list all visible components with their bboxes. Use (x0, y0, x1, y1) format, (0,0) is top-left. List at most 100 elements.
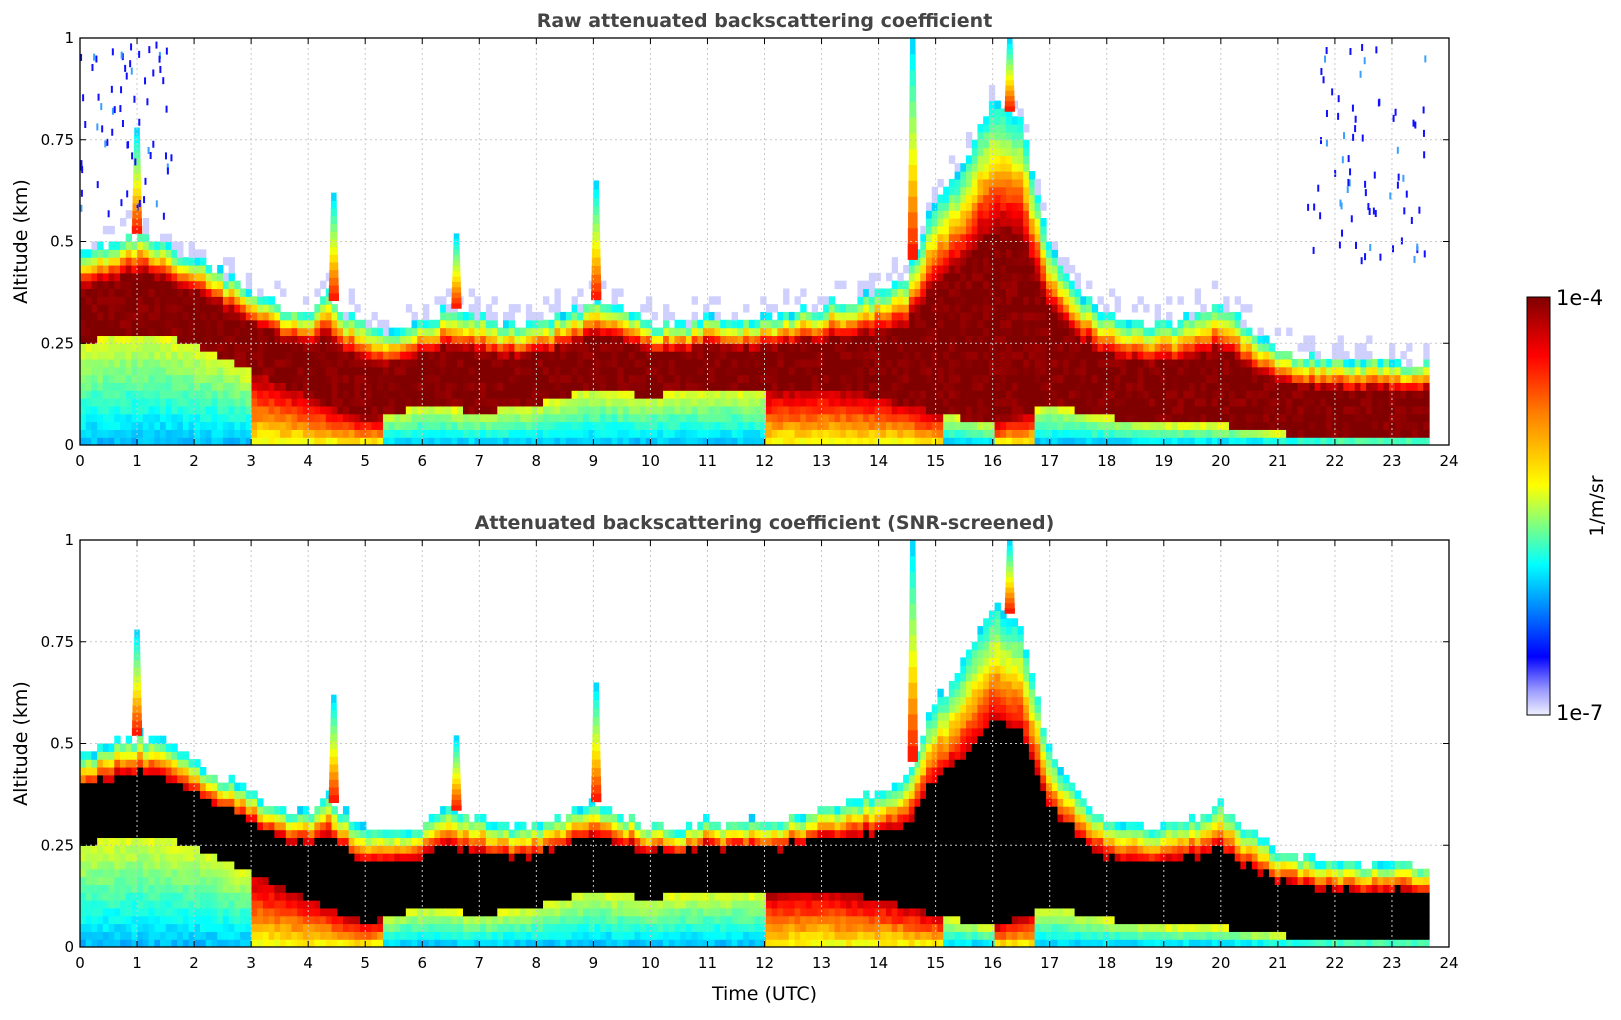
heatmap-cell (937, 288, 944, 297)
heatmap-cell (160, 311, 167, 321)
heatmap-cell (503, 311, 510, 321)
heatmap-cell (1228, 374, 1236, 383)
heatmap-cell (1148, 366, 1156, 376)
heatmap-cell (691, 335, 698, 344)
heatmap-cell (554, 288, 561, 297)
heatmap-cell (1183, 311, 1190, 321)
heatmap-cell (1166, 311, 1173, 321)
heatmap-cell (217, 304, 224, 313)
heatmap-cell (165, 335, 173, 344)
heatmap-cell (1200, 421, 1207, 430)
heatmap-cell (1160, 366, 1167, 376)
heatmap-cell (617, 390, 624, 399)
heatmap-cell (1194, 319, 1201, 329)
heatmap-cell (1349, 429, 1356, 438)
heatmap-cell (1006, 241, 1013, 250)
heatmap-cell (731, 358, 738, 368)
heatmap-cell (228, 358, 235, 368)
noise-speck (80, 204, 83, 212)
heatmap-cell (371, 421, 378, 430)
heatmap-cell (422, 351, 430, 360)
heatmap-cell (240, 351, 247, 360)
heatmap-cell (365, 398, 373, 407)
heatmap-cell (1086, 437, 1093, 445)
heatmap-cell (994, 233, 1001, 243)
heatmap-cell (1034, 218, 1041, 227)
heatmap-cell (1051, 311, 1059, 321)
heatmap-cell (931, 288, 939, 297)
heatmap-cell (1360, 366, 1367, 376)
heatmap-cell (548, 437, 556, 445)
heatmap-cell (285, 319, 293, 329)
heatmap-cell (1366, 413, 1373, 423)
heatmap-cell (160, 398, 167, 407)
heatmap-cell (851, 421, 859, 430)
noise-speck (1351, 104, 1354, 112)
heatmap-cell (120, 421, 127, 430)
plume-cell (1006, 48, 1013, 55)
heatmap-cell (777, 429, 784, 438)
heatmap-cell (1263, 437, 1270, 445)
plume-cell (329, 254, 339, 263)
heatmap-cell (525, 421, 533, 430)
heatmap-cell (908, 296, 916, 305)
noise-speck (1343, 132, 1346, 140)
heatmap-cell (885, 374, 893, 383)
heatmap-cell (285, 413, 293, 423)
heatmap-cell (628, 405, 636, 415)
heatmap-cell (1166, 405, 1173, 415)
heatmap-cell (1000, 186, 1007, 196)
noise-speck (84, 121, 87, 128)
heatmap-cell (800, 405, 807, 415)
heatmap-cell (228, 335, 235, 344)
heatmap-cell (948, 272, 956, 282)
heatmap-cell (983, 296, 990, 305)
heatmap-cell (1131, 429, 1139, 438)
heatmap-cell (554, 390, 561, 399)
heatmap-cell (314, 304, 321, 313)
heatmap-cell (817, 366, 824, 376)
heatmap-cell (462, 327, 470, 337)
heatmap-cell (897, 327, 904, 337)
heatmap-cell (703, 311, 710, 321)
heatmap-cell (960, 163, 967, 172)
heatmap-cell (154, 374, 161, 383)
noise-speck (120, 86, 123, 94)
heatmap-cell (388, 335, 395, 344)
heatmap-cell (571, 304, 578, 313)
heatmap-cell (1297, 413, 1304, 423)
heatmap-cell (1028, 194, 1036, 203)
heatmap-cell (1360, 429, 1367, 438)
heatmap-cell (651, 437, 658, 445)
heatmap-cell (600, 319, 607, 329)
heatmap-cell (948, 335, 956, 344)
heatmap-cell (885, 351, 893, 360)
heatmap-cell (1188, 358, 1196, 368)
heatmap-cell (217, 327, 224, 337)
heatmap-cell (508, 351, 516, 360)
heatmap-cell (1097, 382, 1104, 391)
heatmap-cell (1091, 304, 1099, 313)
heatmap-cell (451, 398, 458, 407)
heatmap-cell (268, 319, 275, 329)
heatmap-cell (868, 343, 876, 352)
heatmap-cell (680, 382, 687, 391)
heatmap-cell (1034, 186, 1041, 196)
heatmap-cell (1000, 116, 1007, 125)
heatmap-cell (611, 366, 618, 376)
heatmap-cell (274, 398, 281, 407)
heatmap-cell (1166, 382, 1173, 391)
heatmap-cell (428, 405, 436, 415)
heatmap-cell (1223, 398, 1230, 407)
heatmap-cell (520, 437, 527, 445)
heatmap-cell (85, 280, 93, 290)
heatmap-cell (811, 358, 818, 368)
heatmap-cell (1023, 421, 1030, 430)
heatmap-cell (543, 374, 550, 383)
noise-speck (138, 118, 141, 126)
heatmap-cell (200, 319, 207, 329)
heatmap-cell (1063, 280, 1070, 290)
heatmap-cell (525, 335, 533, 344)
heatmap-cell (765, 343, 773, 352)
heatmap-cell (617, 311, 624, 321)
